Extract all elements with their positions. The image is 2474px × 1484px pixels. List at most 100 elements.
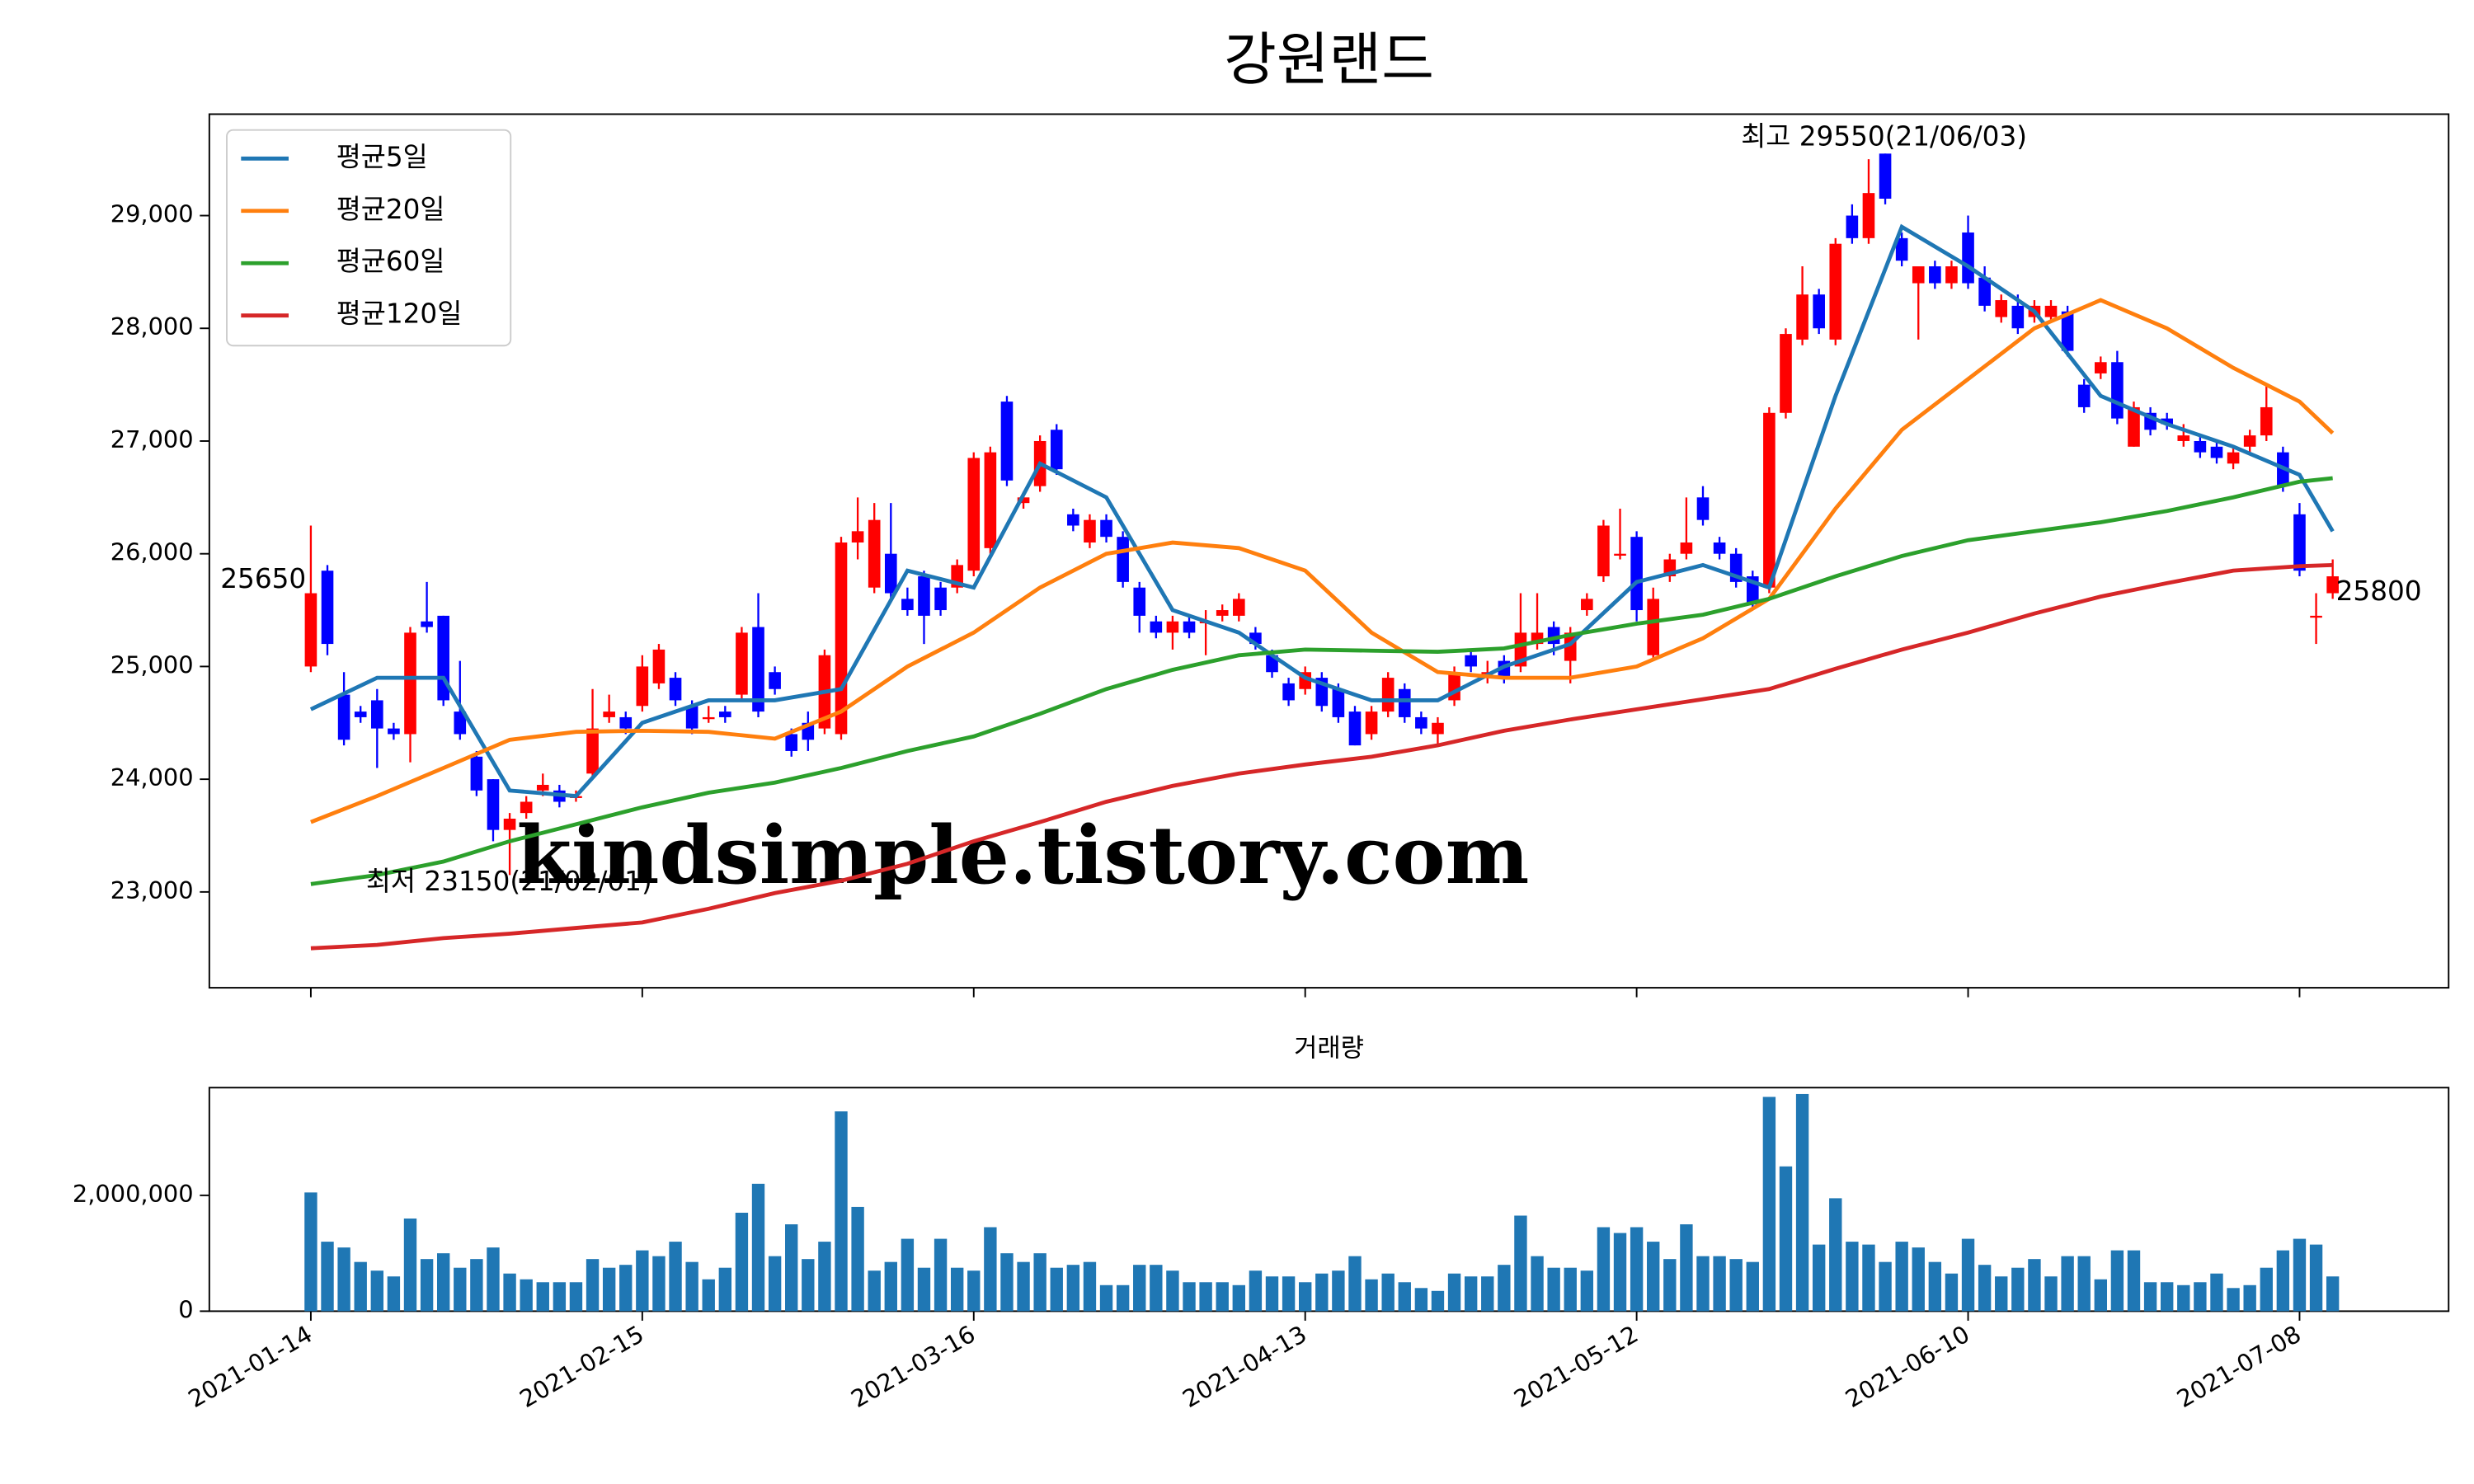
candle-body bbox=[1150, 621, 1163, 633]
volume-bar bbox=[586, 1259, 600, 1312]
candle-body bbox=[1465, 655, 1477, 667]
candle-body bbox=[1696, 497, 1710, 520]
ma-line bbox=[310, 298, 2335, 824]
volume-bar bbox=[2243, 1284, 2256, 1312]
candle-body bbox=[2210, 446, 2223, 458]
volume-bar bbox=[1895, 1242, 1908, 1312]
candle-body bbox=[1680, 542, 1693, 554]
volume-bar bbox=[337, 1247, 350, 1312]
volume-bar bbox=[1381, 1273, 1395, 1312]
volume-bar bbox=[1630, 1227, 1644, 1312]
volume-bar bbox=[1531, 1256, 1544, 1312]
volume-bar bbox=[1995, 1276, 2008, 1312]
volume-bar bbox=[1696, 1256, 1710, 1312]
candle-body bbox=[1216, 610, 1229, 616]
candle-body bbox=[1581, 599, 1593, 611]
volume-bar bbox=[1647, 1242, 1660, 1312]
candle-body bbox=[619, 716, 633, 729]
y-tick-label: 26,000 bbox=[111, 538, 194, 566]
volume-bar bbox=[818, 1242, 831, 1312]
volume-bar bbox=[1779, 1166, 1793, 1312]
volume-bar bbox=[520, 1279, 533, 1312]
volume-bar bbox=[2094, 1279, 2107, 1312]
volume-bar bbox=[1033, 1253, 1047, 1312]
volume-bar bbox=[636, 1250, 649, 1312]
volume-bar bbox=[1216, 1282, 1229, 1312]
candle-body bbox=[652, 649, 666, 683]
candle-body bbox=[1332, 688, 1345, 717]
candle-body bbox=[2243, 435, 2256, 447]
volume-bar bbox=[1000, 1253, 1014, 1312]
candle-body bbox=[1117, 537, 1129, 582]
candle-body bbox=[2310, 615, 2322, 618]
volume-bar bbox=[1481, 1276, 1494, 1312]
candle-body bbox=[2326, 576, 2339, 594]
candle-body bbox=[1929, 266, 1941, 284]
candle-body bbox=[1365, 711, 1378, 735]
candle-body bbox=[1879, 153, 1892, 200]
legend-label: 평균20일 bbox=[336, 194, 445, 225]
candle-body bbox=[1912, 266, 1925, 284]
volume-bar bbox=[2161, 1282, 2174, 1312]
legend-label: 평균120일 bbox=[336, 298, 463, 330]
candle-body bbox=[851, 531, 864, 543]
volume-bar bbox=[1265, 1276, 1279, 1312]
candle-body bbox=[321, 571, 334, 645]
candle-body bbox=[2260, 406, 2273, 436]
candle-body bbox=[1895, 237, 1908, 261]
candle-body bbox=[2128, 406, 2140, 447]
candle-body bbox=[1713, 542, 1726, 554]
volume-bar bbox=[1812, 1244, 1826, 1312]
volume-bar bbox=[1282, 1276, 1296, 1312]
candle-body bbox=[835, 542, 848, 735]
candle-body bbox=[769, 672, 781, 689]
volume-bar bbox=[1846, 1242, 1859, 1312]
volume-bar bbox=[1414, 1288, 1428, 1312]
candle-body bbox=[470, 756, 483, 791]
volume-bar bbox=[1066, 1265, 1080, 1312]
volume-bar bbox=[1232, 1284, 1245, 1312]
candle-body bbox=[354, 711, 367, 717]
candle-body bbox=[1829, 243, 1842, 340]
candle-body bbox=[2061, 311, 2074, 351]
candle-body bbox=[1000, 402, 1014, 481]
candle-body bbox=[702, 716, 715, 720]
candle-body bbox=[2293, 514, 2306, 571]
candle-body bbox=[1381, 678, 1395, 712]
volume-frame bbox=[208, 1087, 2450, 1313]
candle-body bbox=[404, 632, 416, 735]
ma-line bbox=[310, 476, 2333, 886]
volume-bar bbox=[652, 1256, 666, 1312]
volume-bar bbox=[1945, 1273, 1959, 1312]
volume-bar bbox=[702, 1279, 715, 1312]
volume-bar bbox=[1762, 1097, 1776, 1312]
candle-body bbox=[487, 779, 500, 830]
candle-body bbox=[421, 621, 433, 627]
volume-bar bbox=[1431, 1290, 1445, 1312]
volume-bar bbox=[1547, 1267, 1560, 1312]
candle-body bbox=[371, 700, 383, 729]
volume-bar bbox=[1299, 1282, 1312, 1312]
volume-bar bbox=[1912, 1247, 1925, 1312]
volume-bar bbox=[619, 1265, 633, 1312]
candle-body bbox=[1978, 277, 1991, 306]
volume-bar bbox=[1514, 1215, 1527, 1312]
volume-bar bbox=[2028, 1259, 2041, 1312]
annotation: 25800 bbox=[2336, 575, 2422, 607]
volume-title: 거래량 bbox=[1294, 1034, 1364, 1064]
candle-body bbox=[884, 553, 897, 594]
candle-body bbox=[752, 627, 764, 712]
watermark: kindsimple.tistory.com bbox=[516, 809, 1529, 902]
volume-bar bbox=[1332, 1270, 1345, 1312]
volume-bar bbox=[1249, 1270, 1263, 1312]
candle-body bbox=[1647, 599, 1660, 655]
volume-bar bbox=[967, 1270, 981, 1312]
candle-body bbox=[2111, 362, 2124, 419]
volume-bar bbox=[2077, 1256, 2091, 1312]
volume-bar bbox=[1348, 1256, 1362, 1312]
volume-bar bbox=[2293, 1238, 2307, 1312]
candle-body bbox=[785, 734, 798, 751]
candle-body bbox=[918, 576, 930, 616]
chart-title: 강원랜드 bbox=[1224, 27, 1434, 93]
candle-body bbox=[1233, 599, 1245, 616]
